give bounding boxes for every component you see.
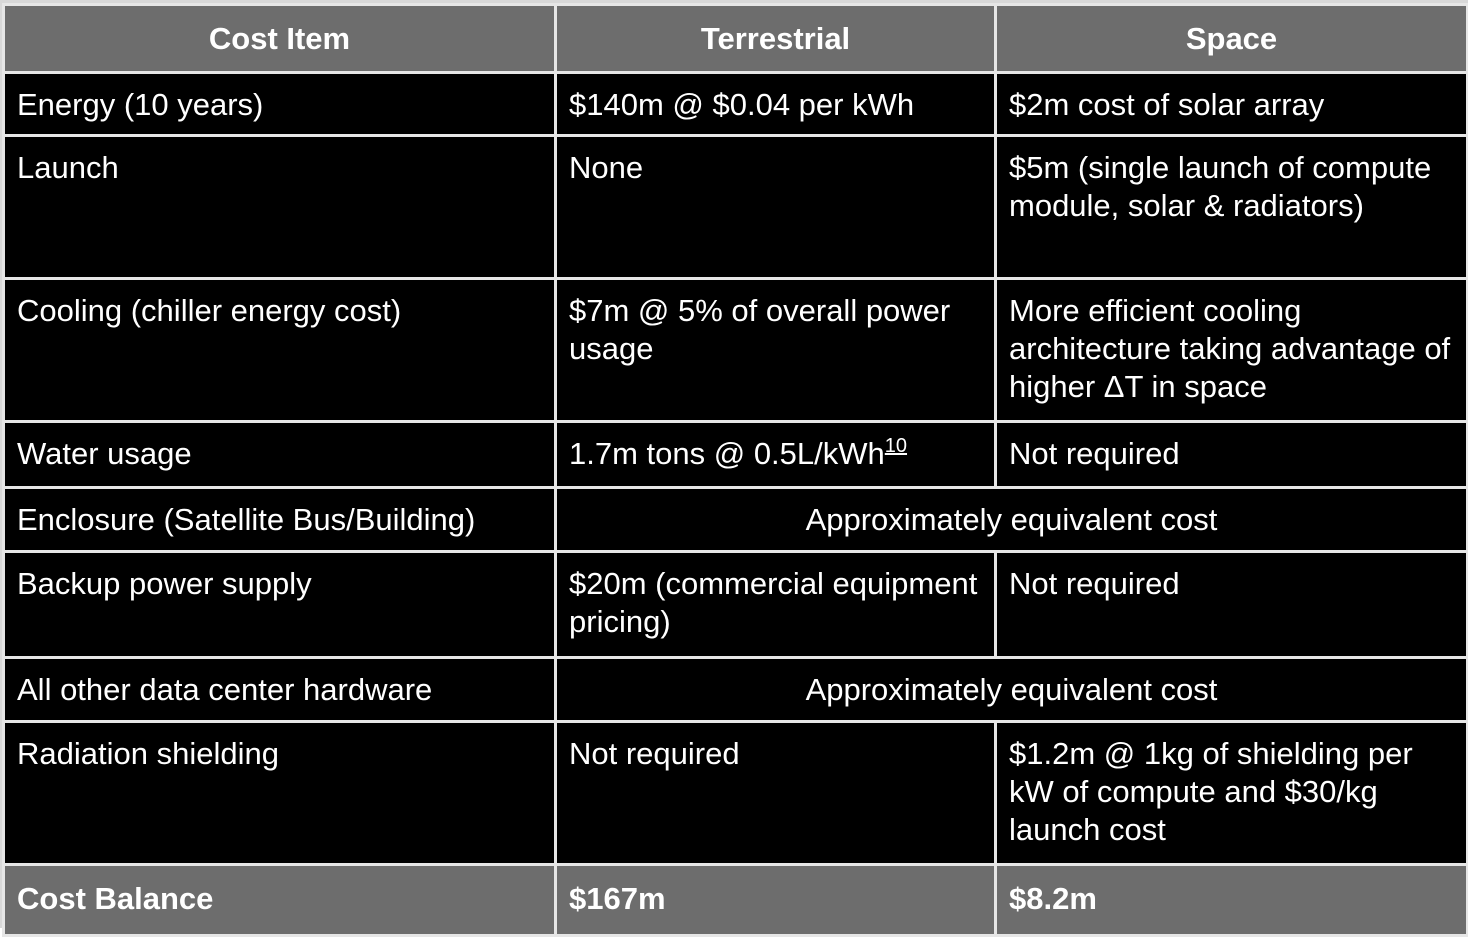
table-row: Launch None $5m (single launch of comput…: [2, 134, 1468, 280]
table-row: Backup power supply $20m (commercial equ…: [2, 550, 1468, 659]
cell-space: $2m cost of solar array: [994, 71, 1468, 137]
cell-space: Not required: [994, 550, 1468, 659]
cell-terrestrial: 1.7m tons @ 0.5L/kWh10: [554, 420, 997, 489]
cell-item: Cooling (chiller energy cost): [2, 277, 557, 423]
table-row: All other data center hardware Approxima…: [2, 656, 1468, 723]
table-row: Cooling (chiller energy cost) $7m @ 5% o…: [2, 277, 1468, 423]
cell-space: $1.2m @ 1kg of shielding per kW of compu…: [994, 720, 1468, 866]
cell-space: Not required: [994, 420, 1468, 489]
footer-cost-balance-label: Cost Balance: [2, 863, 557, 937]
header-space: Space: [994, 3, 1468, 74]
cell-terrestrial: Not required: [554, 720, 997, 866]
table-row: Radiation shielding Not required $1.2m @…: [2, 720, 1468, 866]
cell-shared: Approximately equivalent cost: [554, 486, 1468, 553]
cell-terrestrial-text: 1.7m tons @ 0.5L/kWh: [569, 436, 885, 471]
table-footer-row: Cost Balance $167m $8.2m: [2, 863, 1468, 937]
cell-terrestrial: $140m @ $0.04 per kWh: [554, 71, 997, 137]
cell-item: Enclosure (Satellite Bus/Building): [2, 486, 557, 553]
footnote-reference: 10: [884, 435, 908, 457]
cell-terrestrial: $7m @ 5% of overall power usage: [554, 277, 997, 423]
cell-item: Water usage: [2, 420, 557, 489]
cell-item: Radiation shielding: [2, 720, 557, 866]
header-terrestrial: Terrestrial: [554, 3, 997, 74]
cell-terrestrial: None: [554, 134, 997, 280]
footer-terrestrial-total: $167m: [554, 863, 997, 937]
cell-item: Energy (10 years): [2, 71, 557, 137]
table-row: Energy (10 years) $140m @ $0.04 per kWh …: [2, 71, 1468, 137]
cost-comparison-table: Cost Item Terrestrial Space Energy (10 y…: [2, 3, 1468, 937]
cell-terrestrial: $20m (commercial equipment pricing): [554, 550, 997, 659]
table-header-row: Cost Item Terrestrial Space: [2, 3, 1468, 74]
cell-item: Launch: [2, 134, 557, 280]
header-cost-item: Cost Item: [2, 3, 557, 74]
cell-item: All other data center hardware: [2, 656, 557, 723]
cell-item: Backup power supply: [2, 550, 557, 659]
cell-space: $5m (single launch of compute module, so…: [994, 134, 1468, 280]
table-row: Enclosure (Satellite Bus/Building) Appro…: [2, 486, 1468, 553]
cell-space: More efficient cooling architecture taki…: [994, 277, 1468, 423]
footer-space-total: $8.2m: [994, 863, 1468, 937]
table-row: Water usage 1.7m tons @ 0.5L/kWh10 Not r…: [2, 420, 1468, 489]
cell-shared: Approximately equivalent cost: [554, 656, 1468, 723]
